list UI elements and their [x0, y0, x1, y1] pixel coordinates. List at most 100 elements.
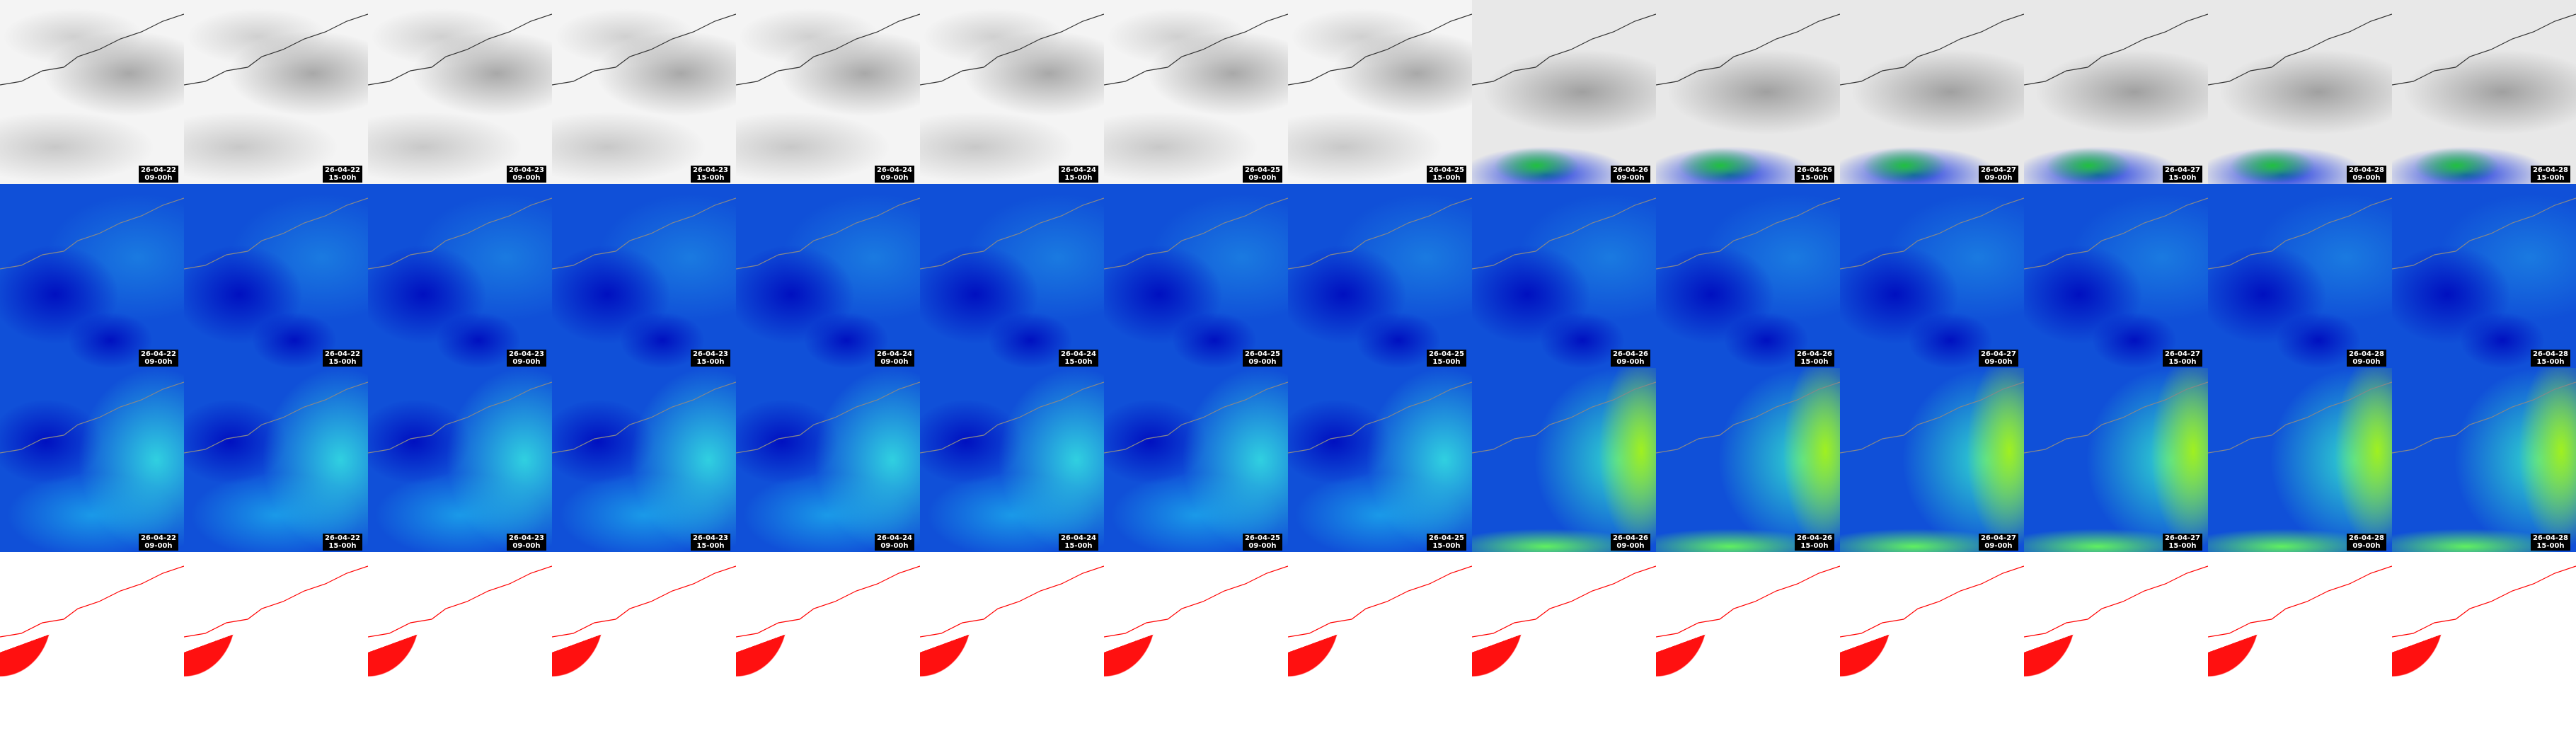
timestamp-label: 26-04-24 15-00h — [1058, 166, 1098, 183]
map-tile: 26-04-25 09-00h — [1104, 368, 1288, 552]
map-tile: 26-04-25 09-00h — [1104, 0, 1288, 184]
map-tile: 26-04-26 15-00h — [1656, 368, 1840, 552]
coastline — [1840, 197, 2024, 270]
coastline — [2024, 197, 2208, 270]
map-tile: 26-04-27 09-00h — [1840, 0, 2024, 184]
map-tile: 26-04-22 09-00h — [0, 368, 184, 552]
coastline — [920, 381, 1104, 454]
time: 15-00h — [1432, 358, 1461, 366]
map-tile: 26-04-28 15-00h — [2392, 368, 2576, 552]
map-tile: 26-04-25 15-00h — [1288, 0, 1472, 184]
time: 09-00h — [2352, 174, 2381, 182]
coastline — [1472, 197, 1656, 270]
coastline — [1288, 381, 1472, 454]
timestamp-label: 26-04-22 09-00h — [138, 350, 178, 367]
date: 26-04-22 — [140, 534, 176, 542]
time: 15-00h — [328, 358, 357, 366]
timestamp-label: 26-04-25 09-00h — [1242, 534, 1282, 551]
time: 15-00h — [2536, 174, 2565, 182]
map-tile: 26-04-26 15-00h — [1656, 0, 1840, 184]
map-tile: 26-04-28 09-00h — [2208, 184, 2392, 368]
timestamp-label: 26-04-28 09-00h — [2346, 350, 2386, 367]
coastline — [368, 381, 552, 454]
time: 15-00h — [696, 542, 725, 550]
coastline — [1472, 13, 1656, 86]
time: 15-00h — [1800, 174, 1829, 182]
coastline — [184, 565, 368, 638]
coastline — [552, 197, 736, 270]
map-tile: 26-04-23 09-00h — [368, 0, 552, 184]
timestamp-label: 26-04-28 15-00h — [2530, 166, 2570, 183]
timestamp-label: 26-04-25 15-00h — [1426, 166, 1466, 183]
timestamp-label: 26-04-24 09-00h — [874, 534, 914, 551]
time: 09-00h — [1984, 358, 2013, 366]
time: 15-00h — [1064, 542, 1093, 550]
coastline — [0, 565, 184, 638]
time: 15-00h — [328, 174, 357, 182]
time: 09-00h — [880, 358, 909, 366]
map-tile: 26-04-28 15-00h — [2392, 0, 2576, 184]
coastline — [0, 197, 184, 270]
map-tile: 26-04-23 15-00h — [552, 0, 736, 184]
date: 26-04-24 — [876, 534, 912, 542]
time: 09-00h — [144, 358, 173, 366]
map-tile: 26-04-26 09-00h — [1472, 0, 1656, 184]
time: 15-00h — [2536, 542, 2565, 550]
map-tile: 26-04-27 15-00h — [2024, 368, 2208, 552]
date: 26-04-26 — [1796, 534, 1832, 542]
map-tile: 26-04-28 09-00h — [2208, 368, 2392, 552]
coastline — [736, 197, 920, 270]
coastline — [1104, 197, 1288, 270]
coastline — [1472, 565, 1656, 638]
timestamp-label: 26-04-28 09-00h — [2346, 166, 2386, 183]
coastline — [736, 381, 920, 454]
time: 15-00h — [696, 174, 725, 182]
coastline — [736, 565, 920, 638]
map-tile: 26-04-23 15-00h — [552, 184, 736, 368]
time: 09-00h — [1984, 174, 2013, 182]
date: 26-04-23 — [508, 350, 544, 358]
time: 09-00h — [1616, 358, 1645, 366]
map-tile — [368, 552, 552, 736]
coastline — [736, 13, 920, 86]
map-tile: 26-04-22 15-00h — [184, 368, 368, 552]
map-tile: 26-04-23 09-00h — [368, 184, 552, 368]
date: 26-04-24 — [876, 166, 912, 174]
timestamp-label: 26-04-26 09-00h — [1610, 534, 1650, 551]
time: 15-00h — [2168, 358, 2197, 366]
coastline — [1288, 13, 1472, 86]
coastline — [0, 13, 184, 86]
date: 26-04-24 — [1060, 166, 1096, 174]
timestamp-label: 26-04-23 15-00h — [690, 166, 730, 183]
map-tile: 26-04-22 15-00h — [184, 184, 368, 368]
time: 15-00h — [2536, 358, 2565, 366]
time: 09-00h — [512, 174, 541, 182]
time: 09-00h — [512, 358, 541, 366]
date: 26-04-26 — [1612, 534, 1648, 542]
coastline — [2392, 565, 2576, 638]
timestamp-label: 26-04-27 09-00h — [1978, 350, 2018, 367]
timestamp-label: 26-04-22 09-00h — [138, 166, 178, 183]
date: 26-04-22 — [324, 350, 360, 358]
date: 26-04-22 — [140, 350, 176, 358]
date: 26-04-26 — [1796, 350, 1832, 358]
time: 15-00h — [2168, 542, 2197, 550]
date: 26-04-26 — [1612, 166, 1648, 174]
coastline — [1104, 565, 1288, 638]
date: 26-04-25 — [1428, 166, 1464, 174]
map-tile: 26-04-25 15-00h — [1288, 184, 1472, 368]
time: 15-00h — [1432, 542, 1461, 550]
timestamp-label: 26-04-28 09-00h — [2346, 534, 2386, 551]
map-tile — [184, 552, 368, 736]
coastline — [184, 381, 368, 454]
coastline — [0, 381, 184, 454]
date: 26-04-24 — [1060, 350, 1096, 358]
date: 26-04-22 — [324, 166, 360, 174]
timestamp-label: 26-04-26 09-00h — [1610, 350, 1650, 367]
date: 26-04-25 — [1244, 166, 1280, 174]
timestamp-label: 26-04-27 09-00h — [1978, 166, 2018, 183]
coastline — [2208, 197, 2392, 270]
date: 26-04-28 — [2348, 534, 2384, 542]
